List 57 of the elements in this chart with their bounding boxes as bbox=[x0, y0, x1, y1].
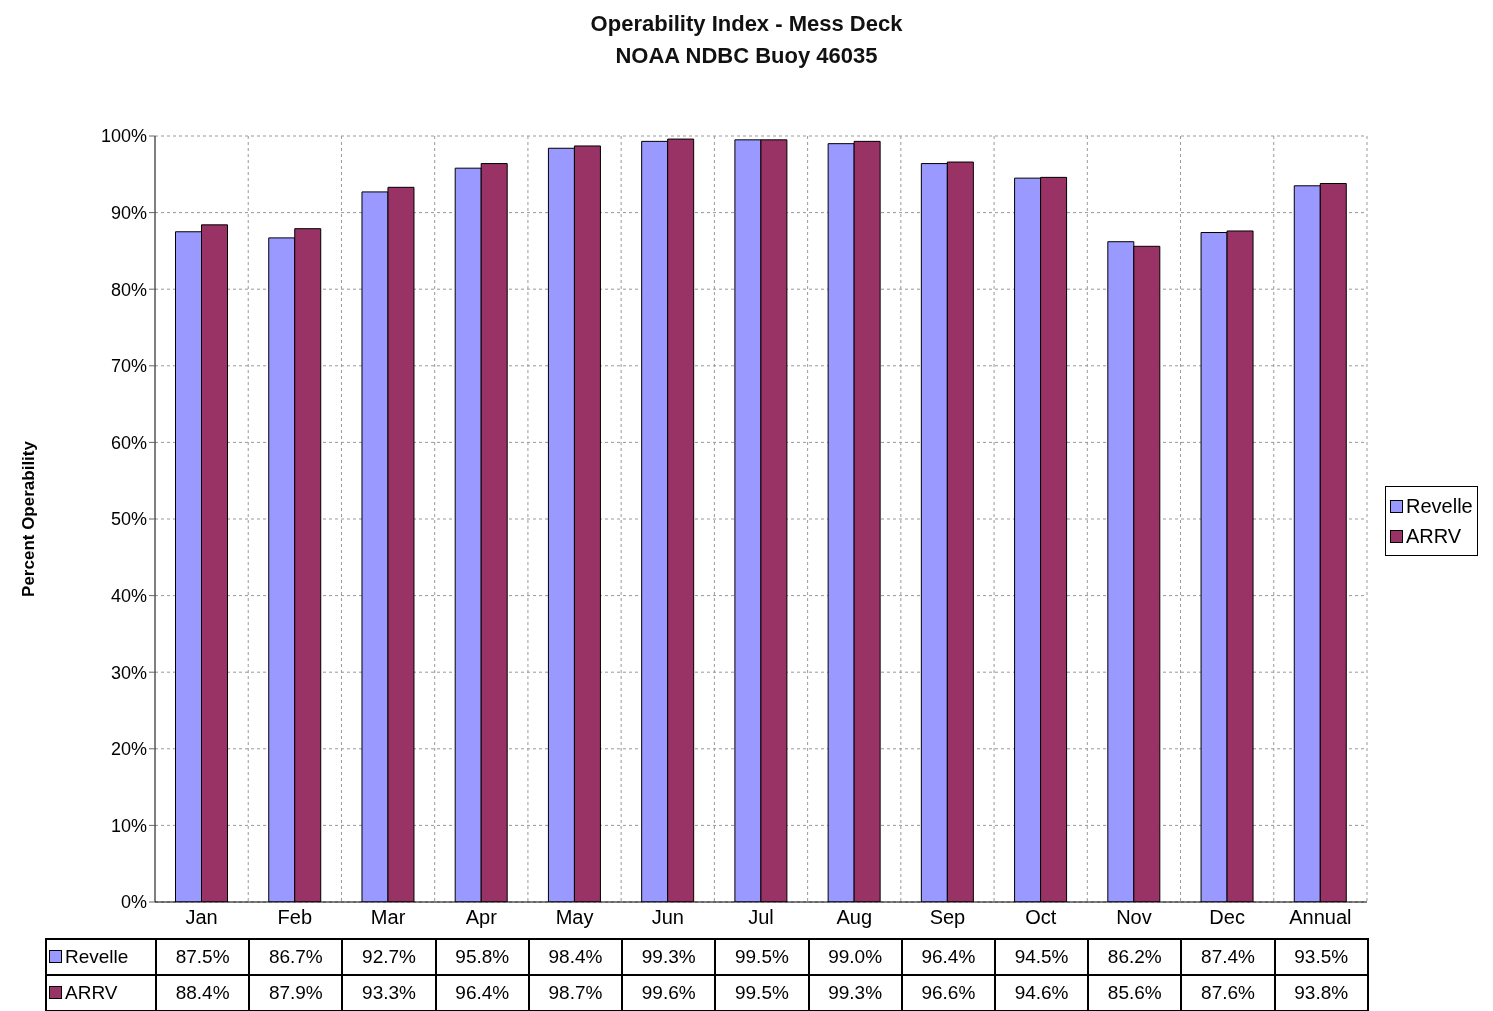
y-tick-label: 0% bbox=[120, 892, 147, 913]
x-tick-label: Jun bbox=[651, 906, 684, 929]
data-label: 87.9% bbox=[249, 975, 343, 1011]
data-label: 94.5% bbox=[994, 939, 1089, 975]
y-tick-label: 20% bbox=[110, 739, 147, 760]
data-label: 87.4% bbox=[1181, 939, 1275, 975]
data-label: 86.7% bbox=[249, 939, 343, 975]
data-label: 95.8% bbox=[435, 939, 529, 975]
x-tick-label: Feb bbox=[277, 906, 313, 929]
data-label: 92.7% bbox=[342, 939, 436, 975]
legend-label: ARRV bbox=[1406, 524, 1462, 549]
x-tick-label: Jan bbox=[185, 906, 218, 929]
data-label: 86.2% bbox=[1088, 939, 1182, 975]
x-tick-label: Dec bbox=[1209, 906, 1245, 929]
y-tick-label: 60% bbox=[110, 432, 147, 453]
data-label: 99.3% bbox=[808, 975, 902, 1011]
y-tick-label: 70% bbox=[110, 356, 147, 377]
data-label: 96.4% bbox=[435, 975, 529, 1011]
data-label: 93.3% bbox=[342, 975, 436, 1011]
x-tick-label: Mar bbox=[370, 906, 406, 929]
data-label: 96.4% bbox=[901, 939, 995, 975]
data-label: 99.0% bbox=[808, 939, 902, 975]
y-tick-label: 50% bbox=[110, 509, 147, 530]
data-label: 99.5% bbox=[715, 975, 809, 1011]
data-label: 99.3% bbox=[622, 939, 716, 975]
data-label: 99.5% bbox=[715, 939, 809, 975]
y-axis-title: Percent Operability bbox=[19, 440, 39, 597]
data-label: 93.8% bbox=[1274, 975, 1368, 1011]
data-label: 96.6% bbox=[901, 975, 995, 1011]
x-tick-label: Jul bbox=[748, 906, 774, 929]
data-label: 87.5% bbox=[156, 939, 250, 975]
data-label: 85.6% bbox=[1088, 975, 1182, 1011]
x-tick-label: Sep bbox=[929, 906, 966, 929]
legend-label: Revelle bbox=[64, 945, 129, 968]
text: ARRV bbox=[65, 981, 118, 1003]
x-tick-label: May bbox=[555, 906, 594, 929]
x-tick-label: Apr bbox=[465, 906, 498, 929]
chart-subtitle: NOAA NDBC Buoy 46035 bbox=[614, 42, 879, 70]
y-tick-label: 40% bbox=[110, 585, 147, 606]
y-tick-label: 90% bbox=[110, 202, 147, 223]
data-label: 98.7% bbox=[528, 975, 623, 1011]
data-label: 99.6% bbox=[622, 975, 716, 1011]
chart-title: Operability Index - Mess Deck bbox=[589, 10, 904, 38]
y-tick-label: 100% bbox=[100, 126, 147, 147]
data-label: 93.5% bbox=[1274, 939, 1368, 975]
data-label: 88.4% bbox=[156, 975, 250, 1011]
x-tick-label: Oct bbox=[1025, 906, 1057, 929]
data-label: 87.6% bbox=[1181, 975, 1275, 1011]
x-tick-label: Annual bbox=[1289, 906, 1352, 929]
text: Revelle bbox=[1406, 495, 1473, 517]
data-label: 94.6% bbox=[994, 975, 1089, 1011]
data-label: 98.4% bbox=[528, 939, 623, 975]
y-tick-label: 10% bbox=[110, 815, 147, 836]
x-tick-label: Aug bbox=[836, 906, 873, 929]
y-tick-label: 80% bbox=[110, 279, 147, 300]
y-tick-label: 30% bbox=[110, 662, 147, 683]
x-tick-label: Nov bbox=[1116, 906, 1152, 929]
